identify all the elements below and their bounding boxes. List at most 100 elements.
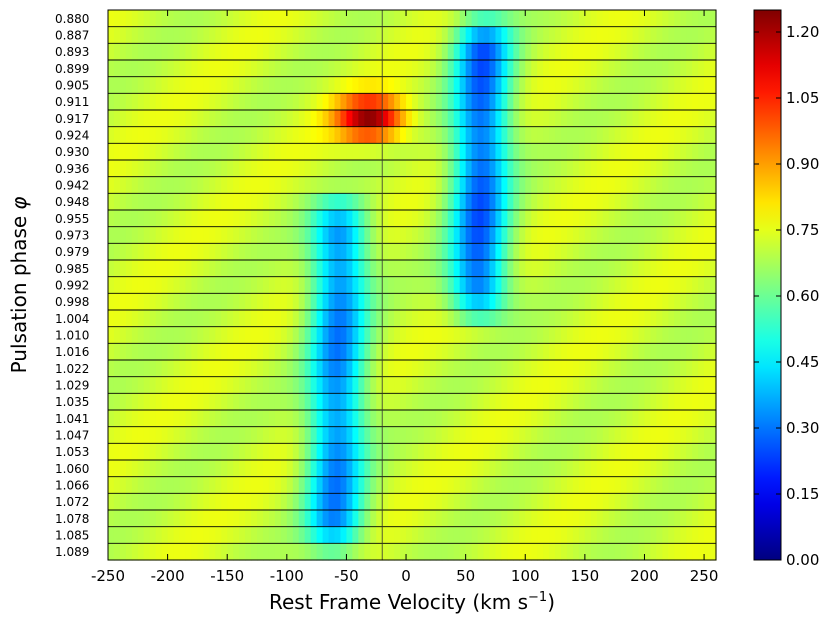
heatmap-cell xyxy=(245,260,252,278)
heatmap-cell xyxy=(310,160,318,178)
heatmap-cell xyxy=(465,393,473,411)
heatmap-cell xyxy=(453,110,461,128)
heatmap-cell xyxy=(161,326,169,344)
heatmap-cell xyxy=(262,160,270,178)
heatmap-cell xyxy=(680,526,687,544)
heatmap-cell xyxy=(316,60,324,78)
heatmap-cell xyxy=(274,93,282,111)
heatmap-cell xyxy=(584,226,592,244)
heatmap-cell xyxy=(704,43,711,61)
heatmap-cell xyxy=(453,360,461,378)
heatmap-cell xyxy=(394,143,401,161)
heatmap-cell xyxy=(233,310,240,328)
heatmap-cell xyxy=(525,493,532,511)
heatmap-cell xyxy=(417,460,425,478)
heatmap-cell xyxy=(489,443,497,461)
heatmap-cell xyxy=(429,410,437,428)
heatmap-cell xyxy=(328,160,336,178)
heatmap-cell xyxy=(638,310,646,328)
heatmap-cell xyxy=(489,376,497,394)
heatmap-cell xyxy=(578,293,586,311)
heatmap-cell xyxy=(131,376,139,394)
heatmap-cell xyxy=(173,510,181,528)
heatmap-cell xyxy=(423,293,431,311)
heatmap-cell xyxy=(513,60,520,78)
heatmap-cell xyxy=(453,293,461,311)
heatmap-cell xyxy=(698,493,705,511)
heatmap-cell xyxy=(674,210,681,228)
heatmap-cell xyxy=(257,493,264,511)
heatmap-cell xyxy=(251,43,258,61)
heatmap-cell xyxy=(578,243,586,261)
heatmap-cell xyxy=(465,276,473,294)
heatmap-cell xyxy=(400,460,407,478)
heatmap-cell xyxy=(572,293,580,311)
heatmap-cell xyxy=(298,360,306,378)
heatmap-cell xyxy=(680,360,687,378)
heatmap-cell xyxy=(316,193,324,211)
heatmap-cell xyxy=(590,493,598,511)
heatmap-cell xyxy=(537,393,544,411)
heatmap-cell xyxy=(704,476,711,494)
heatmap-cell xyxy=(674,43,681,61)
heatmap-cell xyxy=(227,510,234,528)
heatmap-cell xyxy=(215,26,222,44)
heatmap-cell xyxy=(268,376,276,394)
heatmap-cell xyxy=(155,360,163,378)
heatmap-cell xyxy=(519,276,526,294)
heatmap-cell xyxy=(215,360,222,378)
heatmap-cell xyxy=(572,76,580,94)
heatmap-cell xyxy=(578,426,586,444)
heatmap-cell xyxy=(143,376,151,394)
heatmap-cell xyxy=(632,360,640,378)
heatmap-cell xyxy=(197,143,204,161)
heatmap-cell xyxy=(125,426,133,444)
heatmap-cell xyxy=(131,326,139,344)
heatmap-cell xyxy=(638,210,646,228)
heatmap-cell xyxy=(155,493,163,511)
heatmap-cell xyxy=(644,543,652,561)
phase-label: 1.060 xyxy=(55,462,89,476)
heatmap-cell xyxy=(519,393,526,411)
heatmap-cell xyxy=(566,60,574,78)
heatmap-cell xyxy=(364,326,371,344)
heatmap-cell xyxy=(572,426,580,444)
heatmap-cell xyxy=(262,110,270,128)
heatmap-cell xyxy=(638,143,646,161)
heatmap-cell xyxy=(626,276,634,294)
heatmap-cells xyxy=(108,10,717,561)
heatmap-cell xyxy=(555,226,562,244)
heatmap-cell xyxy=(412,160,419,178)
phase-label: 1.053 xyxy=(55,445,89,459)
heatmap-cell xyxy=(221,376,228,394)
heatmap-cell xyxy=(167,360,175,378)
heatmap-cell xyxy=(608,310,616,328)
heatmap-cell xyxy=(304,243,312,261)
heatmap-cell xyxy=(334,210,342,228)
heatmap-cell xyxy=(495,10,503,28)
heatmap-cell xyxy=(113,193,121,211)
heatmap-cell xyxy=(680,26,687,44)
heatmap-cell xyxy=(358,93,365,111)
heatmap-cell xyxy=(251,10,258,28)
heatmap-cell xyxy=(286,210,294,228)
heatmap-cell xyxy=(638,326,646,344)
heatmap-cell xyxy=(280,276,288,294)
heatmap-cell xyxy=(394,226,401,244)
heatmap-cell xyxy=(262,326,270,344)
heatmap-cell xyxy=(149,510,157,528)
heatmap-cell xyxy=(620,493,628,511)
heatmap-cell xyxy=(382,393,389,411)
heatmap-cell xyxy=(119,476,127,494)
heatmap-cell xyxy=(698,176,705,194)
heatmap-cell xyxy=(531,143,538,161)
heatmap-cell xyxy=(245,376,252,394)
heatmap-cell xyxy=(292,460,300,478)
heatmap-cell xyxy=(370,193,377,211)
heatmap-cell xyxy=(644,410,652,428)
heatmap-cell xyxy=(143,226,151,244)
heatmap-cell xyxy=(310,143,318,161)
heatmap-cell xyxy=(233,276,240,294)
heatmap-cell xyxy=(429,126,437,144)
heatmap-cell xyxy=(274,360,282,378)
